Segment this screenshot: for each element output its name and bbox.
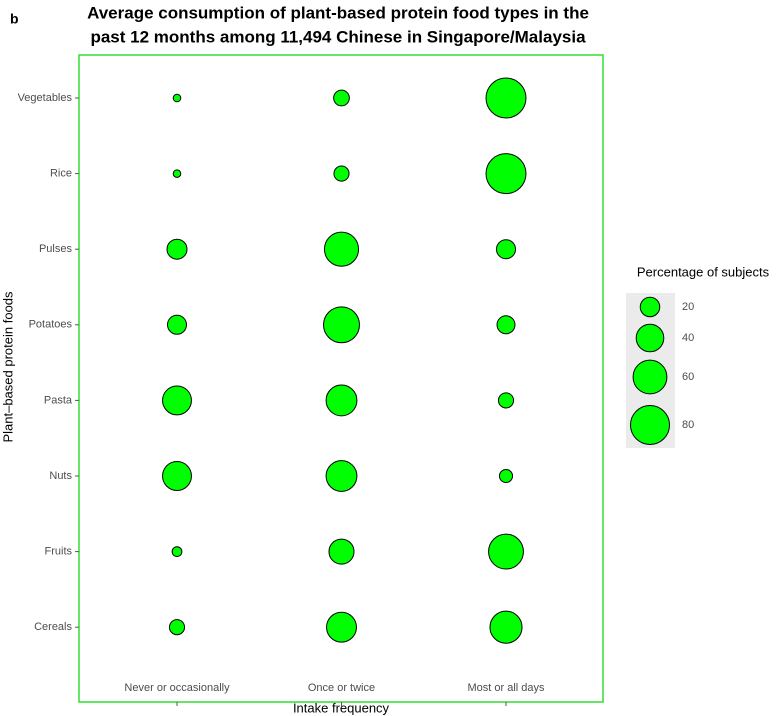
- legend-key: [630, 405, 670, 445]
- bubble: [323, 306, 360, 344]
- legend-key: [632, 359, 668, 395]
- x-tick-label: Once or twice: [308, 682, 375, 694]
- bubble: [485, 153, 527, 195]
- legend-label: 20: [682, 301, 694, 313]
- bubble: [495, 239, 517, 260]
- panel-border: [78, 54, 604, 703]
- legend-label: 40: [682, 332, 694, 344]
- y-tick-label: Rice: [50, 168, 72, 180]
- bubble: [333, 165, 350, 182]
- bubble: [168, 619, 186, 636]
- bubble: [172, 93, 182, 103]
- y-axis-title: Plant–based protein foods: [0, 291, 15, 443]
- x-tick-label: Never or occasionally: [124, 682, 230, 694]
- bubble: [162, 385, 192, 416]
- bubble: [489, 610, 523, 644]
- bubble: [485, 77, 527, 119]
- bubble: [172, 169, 182, 178]
- y-tick-label: Cereals: [34, 621, 72, 633]
- x-tick-label: Most or all days: [467, 682, 545, 694]
- y-tick-label: Pulses: [39, 243, 73, 255]
- y-tick-label: Nuts: [49, 470, 72, 482]
- bubble: [166, 238, 188, 260]
- legend-title: Percentage of subjects: [637, 264, 770, 279]
- chart-title: past 12 months among 11,494 Chinese in S…: [90, 27, 586, 46]
- bubble: [171, 546, 183, 557]
- bubble: [325, 460, 358, 492]
- bubble: [323, 231, 360, 267]
- y-tick-label: Fruits: [45, 546, 73, 558]
- bubble: [333, 89, 350, 107]
- bubble: [498, 468, 514, 484]
- legend-key: [639, 296, 661, 318]
- y-tick-label: Vegetables: [18, 92, 73, 104]
- bubble: [166, 314, 188, 335]
- bubble: [162, 461, 192, 491]
- bubble: [497, 392, 515, 409]
- bubble: [326, 611, 357, 643]
- panel-label: b: [10, 11, 19, 27]
- legend-label: 60: [682, 371, 694, 383]
- legend-key: [635, 323, 665, 353]
- chart-title: Average consumption of plant-based prote…: [87, 3, 589, 22]
- bubble: [325, 384, 358, 417]
- y-tick-label: Pasta: [44, 394, 73, 406]
- x-axis-title: Intake frequency: [293, 700, 390, 715]
- bubble: [488, 533, 524, 570]
- legend-label: 80: [682, 419, 694, 431]
- y-tick-label: Potatoes: [29, 319, 73, 331]
- bubble: [496, 315, 516, 335]
- bubble: [328, 538, 355, 565]
